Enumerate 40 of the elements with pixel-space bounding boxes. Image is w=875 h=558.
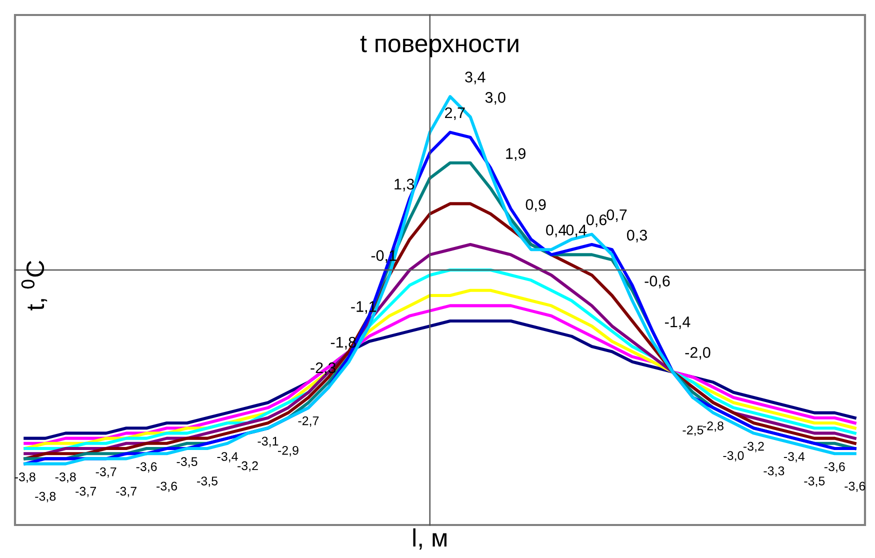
data-label: 2,7: [445, 107, 465, 120]
data-label: -3,7: [76, 486, 96, 498]
data-label: -3,0: [723, 451, 744, 462]
data-label: 0,3: [627, 230, 647, 242]
data-label: -3,6: [156, 482, 178, 492]
data-label: -3,5: [176, 457, 198, 468]
data-label: -3,5: [197, 476, 218, 487]
y-axis-title: t, $^{0}$C: [21, 260, 48, 310]
data-label: -3,7: [96, 467, 116, 478]
data-label: 0,7: [606, 209, 627, 222]
x-axis-title: l, м: [413, 528, 446, 550]
data-label: -3,2: [238, 461, 258, 472]
data-label: -1,4: [665, 316, 690, 330]
data-label: 0,9: [526, 199, 546, 212]
data-label: 3,0: [485, 92, 506, 105]
data-label: -3,6: [136, 462, 157, 473]
data-label: -3,6: [844, 482, 866, 492]
data-label: -3,8: [14, 472, 36, 483]
data-label: 0,4: [546, 224, 566, 238]
data-label: 3,4: [465, 72, 486, 84]
data-label: 1,3: [394, 178, 414, 192]
data-label: -3,8: [35, 492, 56, 502]
data-label: -3,5: [804, 476, 825, 487]
data-label: -2,5: [682, 426, 704, 436]
data-label: -3,8: [55, 472, 76, 483]
data-label: -2,7: [298, 416, 319, 427]
data-label: -2,0: [685, 347, 710, 360]
data-label: 1,9: [506, 148, 526, 161]
data-label: 0,4: [566, 224, 586, 238]
data-label: -3,1: [258, 436, 278, 448]
data-label: -2,8: [703, 421, 724, 432]
data-label: -3,3: [764, 466, 784, 477]
data-label: -3,7: [116, 486, 136, 498]
data-label: -3,2: [743, 442, 764, 452]
data-label: -3,4: [784, 452, 805, 462]
data-label: -0,6: [644, 276, 670, 288]
data-label: -3,6: [824, 462, 845, 473]
data-label: -3,4: [217, 452, 238, 462]
data-label: -2,9: [278, 446, 298, 456]
data-label: 0,6: [586, 214, 606, 228]
